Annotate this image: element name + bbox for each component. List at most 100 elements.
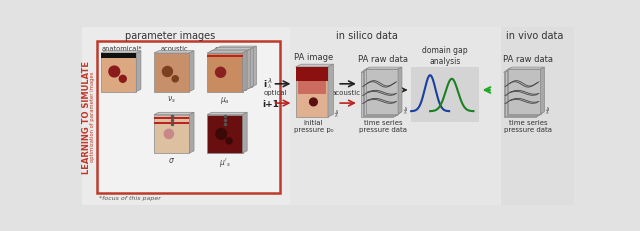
Text: time series
pressure data: time series pressure data [504, 120, 552, 133]
Polygon shape [365, 70, 398, 114]
Polygon shape [136, 52, 141, 92]
Polygon shape [154, 52, 194, 54]
Polygon shape [243, 113, 247, 153]
Text: $\lambda$: $\lambda$ [403, 105, 408, 113]
Polygon shape [210, 52, 246, 91]
Polygon shape [328, 65, 333, 117]
Text: LEARNING TO SIMULATE: LEARNING TO SIMULATE [83, 60, 92, 173]
Polygon shape [504, 73, 536, 117]
Polygon shape [207, 113, 247, 115]
Polygon shape [504, 71, 540, 73]
Polygon shape [213, 51, 249, 89]
Text: time series
pressure data: time series pressure data [360, 120, 408, 133]
Polygon shape [189, 113, 194, 153]
Polygon shape [508, 68, 545, 70]
Circle shape [216, 68, 225, 78]
Polygon shape [361, 73, 394, 117]
Text: $\lambda$: $\lambda$ [267, 75, 273, 84]
Text: i+1: i+1 [262, 99, 279, 108]
Circle shape [172, 76, 179, 82]
Polygon shape [364, 71, 397, 115]
FancyBboxPatch shape [97, 42, 280, 193]
Polygon shape [296, 68, 328, 81]
Polygon shape [296, 68, 328, 117]
Polygon shape [361, 71, 397, 73]
Polygon shape [365, 68, 402, 70]
Text: $\mu_a$: $\mu_a$ [220, 94, 230, 105]
Polygon shape [398, 68, 402, 114]
Polygon shape [101, 54, 136, 59]
Circle shape [216, 129, 227, 140]
Polygon shape [538, 70, 541, 116]
Circle shape [163, 67, 172, 77]
Circle shape [109, 67, 120, 78]
Polygon shape [101, 54, 136, 92]
FancyBboxPatch shape [82, 28, 289, 206]
Polygon shape [536, 71, 540, 117]
Polygon shape [210, 50, 250, 52]
Text: $\sigma$: $\sigma$ [168, 156, 175, 165]
Text: $\lambda$: $\lambda$ [267, 82, 272, 90]
Circle shape [310, 99, 317, 106]
Text: PA raw data: PA raw data [503, 55, 553, 64]
Polygon shape [243, 52, 247, 92]
Polygon shape [216, 47, 257, 49]
Polygon shape [246, 50, 250, 91]
Polygon shape [189, 52, 194, 92]
Text: parameter images: parameter images [125, 31, 215, 41]
Polygon shape [207, 115, 243, 153]
Text: $\lambda$: $\lambda$ [334, 108, 339, 116]
Text: in vivo data: in vivo data [506, 31, 563, 41]
Text: $\lambda$: $\lambda$ [545, 105, 550, 113]
Text: $\lambda$: $\lambda$ [403, 108, 407, 116]
Polygon shape [154, 123, 189, 124]
Polygon shape [364, 69, 401, 71]
Polygon shape [507, 71, 539, 115]
Circle shape [164, 130, 173, 139]
Polygon shape [252, 47, 257, 88]
Polygon shape [207, 52, 247, 54]
Polygon shape [508, 70, 541, 114]
Text: domain gap
analysis: domain gap analysis [422, 46, 468, 65]
Text: $\mu'_s$: $\mu'_s$ [219, 156, 231, 169]
Text: optical: optical [264, 90, 287, 96]
Text: i: i [263, 80, 266, 89]
Circle shape [119, 76, 126, 83]
FancyBboxPatch shape [411, 68, 479, 123]
FancyBboxPatch shape [289, 28, 501, 206]
Text: PA image: PA image [294, 53, 333, 62]
Text: PA raw data: PA raw data [358, 55, 408, 64]
Polygon shape [505, 72, 538, 116]
Text: $\lambda$: $\lambda$ [545, 108, 550, 116]
Polygon shape [154, 117, 189, 119]
Text: acoustic: acoustic [160, 45, 188, 51]
Text: anatomical*: anatomical* [101, 45, 142, 51]
Polygon shape [207, 56, 243, 58]
Polygon shape [101, 52, 141, 54]
Polygon shape [154, 115, 189, 153]
Polygon shape [363, 72, 395, 116]
Text: $\lambda$: $\lambda$ [334, 111, 339, 119]
Polygon shape [213, 49, 253, 51]
Text: *focus of this paper: *focus of this paper [99, 196, 161, 201]
Polygon shape [363, 70, 399, 72]
Polygon shape [154, 54, 189, 92]
Text: in silico data: in silico data [335, 31, 397, 41]
Text: optical: optical [215, 45, 237, 51]
Polygon shape [541, 68, 545, 114]
Text: optimization of parameter images: optimization of parameter images [90, 72, 95, 162]
Polygon shape [395, 70, 399, 116]
Polygon shape [154, 113, 194, 115]
Text: acoustic: acoustic [331, 89, 360, 95]
Polygon shape [539, 69, 543, 115]
Polygon shape [507, 69, 543, 71]
Polygon shape [505, 70, 541, 72]
Polygon shape [207, 54, 243, 92]
Circle shape [226, 138, 232, 144]
Text: initial
pressure p₀: initial pressure p₀ [294, 120, 333, 133]
Text: $\nu_s$: $\nu_s$ [167, 94, 176, 105]
FancyBboxPatch shape [501, 28, 575, 206]
Polygon shape [296, 65, 333, 68]
Polygon shape [298, 81, 326, 94]
Polygon shape [249, 49, 253, 89]
